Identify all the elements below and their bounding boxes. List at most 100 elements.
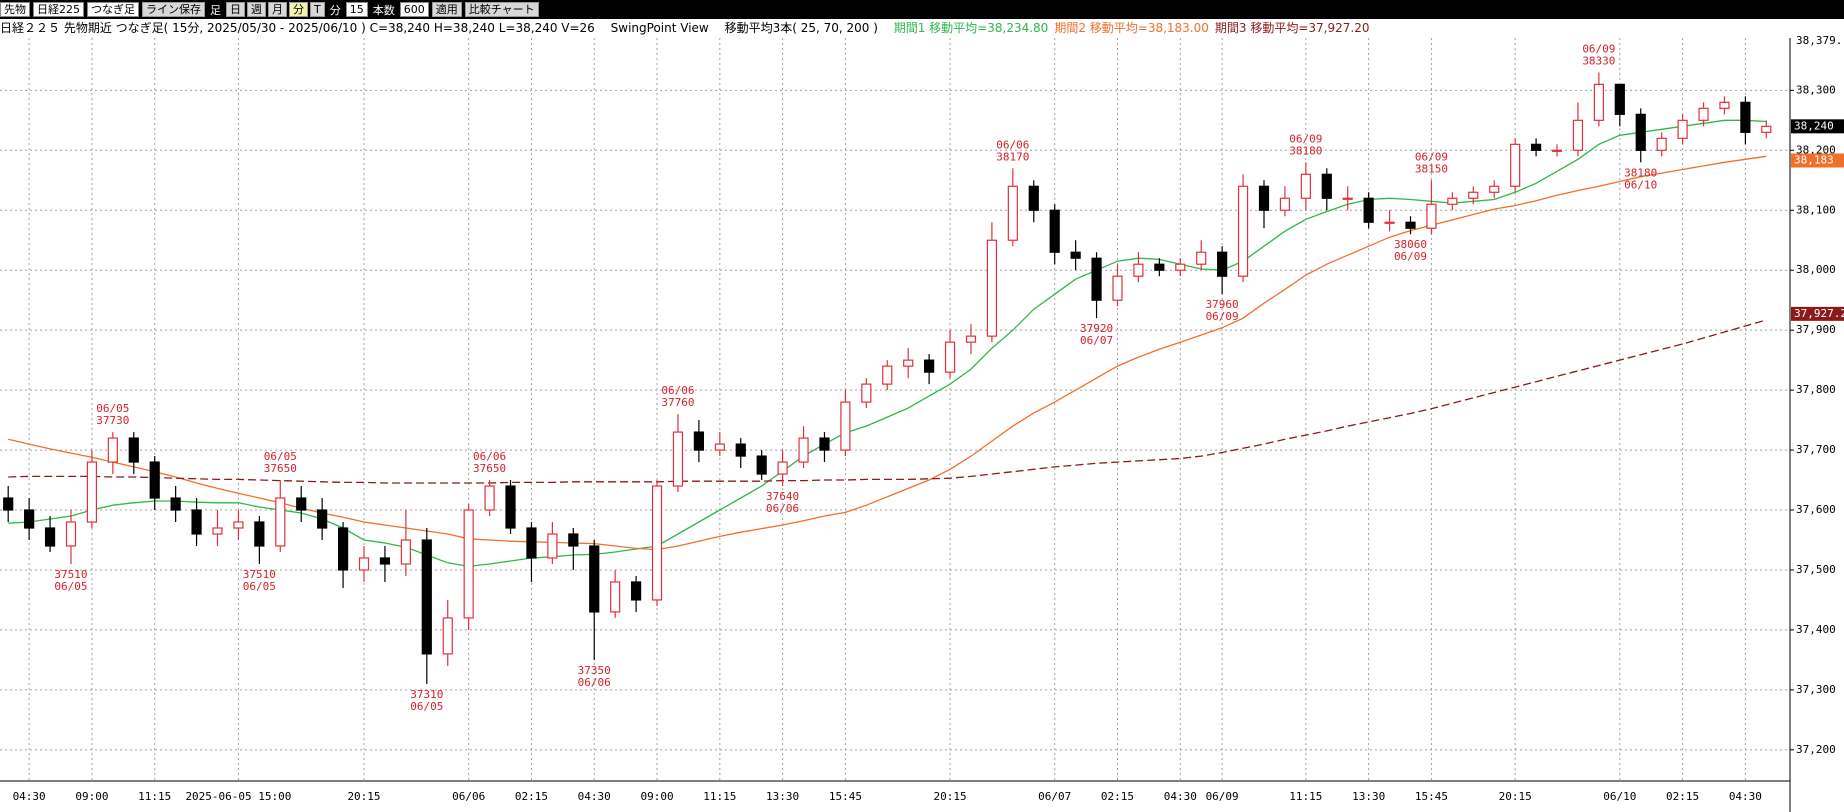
candle-body xyxy=(296,497,307,511)
mode-select[interactable]: つなぎ足 xyxy=(87,2,139,17)
period-button[interactable]: 分 xyxy=(289,2,308,17)
candle-body xyxy=(505,485,516,529)
candle-body xyxy=(693,431,704,451)
candle-body xyxy=(400,539,411,565)
ma-title: 移動平均3本( 25, 70, 200 ) xyxy=(724,21,878,35)
symbol-select[interactable]: 日経225 xyxy=(33,2,84,17)
y-tick-label: 37,200 xyxy=(1796,743,1836,756)
swing-date: 06/09 xyxy=(1289,132,1322,145)
candle-body xyxy=(651,485,663,601)
candle-body xyxy=(1112,275,1123,301)
candle-body xyxy=(861,383,872,403)
candle-body xyxy=(1342,197,1353,200)
x-tick-label: 02:15 xyxy=(1101,790,1134,803)
candle-body xyxy=(630,581,642,601)
swing-date: 06/06 xyxy=(661,384,694,397)
period-button[interactable]: 週 xyxy=(247,2,266,17)
x-tick-label: 06/06 xyxy=(452,790,485,803)
candle-body xyxy=(149,461,160,499)
apply-button[interactable]: 適用 xyxy=(431,2,462,17)
candle-body xyxy=(3,497,14,511)
candle-body xyxy=(924,359,935,373)
swing-date: 06/06 xyxy=(766,502,799,515)
compare-button[interactable]: 比較チャート xyxy=(464,2,539,17)
x-tick-label: 15:45 xyxy=(829,790,862,803)
swing-value: 37650 xyxy=(473,462,506,475)
candle-body xyxy=(1028,185,1039,211)
swing-value: 38330 xyxy=(1582,54,1615,67)
candle-body xyxy=(1091,257,1102,301)
candle-body xyxy=(1258,185,1270,211)
candle-body xyxy=(1300,173,1311,199)
candle-body xyxy=(547,533,558,559)
market-select[interactable]: 先物 xyxy=(0,2,30,17)
y-tick-label: 37,300 xyxy=(1796,683,1836,696)
candle-body xyxy=(337,527,349,571)
x-tick-label: 11:15 xyxy=(138,790,171,803)
swing-date: 06/05 xyxy=(54,580,87,593)
candle-body xyxy=(1049,209,1060,253)
candle-body xyxy=(358,557,370,571)
candle-body xyxy=(1593,83,1604,121)
candle-body xyxy=(1426,203,1437,229)
y-top-label: 38,379. xyxy=(1796,34,1842,47)
x-tick-label: 11:15 xyxy=(1289,790,1322,803)
candle-body xyxy=(903,359,914,367)
y-tick-label: 38,300 xyxy=(1796,83,1836,96)
candle-body xyxy=(233,521,244,529)
candle-body xyxy=(421,539,432,655)
swing-value: 37310 xyxy=(410,688,443,701)
candle-body xyxy=(944,341,956,373)
candle-body xyxy=(170,497,181,511)
candle-body xyxy=(1237,185,1249,277)
candle-body xyxy=(1761,125,1772,133)
candle-body xyxy=(1698,107,1709,121)
info-text: 日経２２５ 先物期近 つなぎ足( 15分, 2025/05/30 - 2025/… xyxy=(0,21,595,35)
legend-entry: 期間3 移動平均=37,927.20 xyxy=(1214,21,1370,35)
candle-body xyxy=(1468,191,1479,199)
candle-body xyxy=(24,509,35,529)
candle-body xyxy=(442,617,453,655)
x-tick-label: 2025-06-05 15:00 xyxy=(185,790,291,803)
candle-body xyxy=(107,437,118,463)
candle-body xyxy=(1175,263,1186,271)
price-tag-label: 37,927.2 xyxy=(1794,307,1844,320)
period-button[interactable]: T xyxy=(310,2,325,17)
swing-value: 37510 xyxy=(243,568,276,581)
legend: 期間1 移動平均=38,234.80 期間2 移動平均=38,183.00 期間3 … xyxy=(894,21,1376,35)
x-tick-label: 06/09 xyxy=(1206,790,1239,803)
x-tick-label: 11:15 xyxy=(703,790,736,803)
candle-body xyxy=(1656,137,1667,151)
x-tick-label: 20:15 xyxy=(347,790,380,803)
swing-date: 06/05 xyxy=(264,450,297,463)
swing-date: 06/10 xyxy=(1624,178,1657,191)
candle-body xyxy=(1405,221,1416,229)
candle-body xyxy=(714,443,725,451)
interval-input[interactable]: 15 xyxy=(345,2,368,17)
swing-date: 06/05 xyxy=(243,580,276,593)
candle-body xyxy=(1007,185,1018,241)
count-input[interactable]: 600 xyxy=(399,2,429,17)
y-tick-label: 37,500 xyxy=(1796,563,1836,576)
x-tick-label: 06/10 xyxy=(1603,790,1636,803)
swing-value: 37920 xyxy=(1080,322,1113,335)
swing-value: 37650 xyxy=(264,462,297,475)
candle-body xyxy=(1070,251,1081,259)
x-tick-label: 09:00 xyxy=(640,790,673,803)
swing-date: 06/06 xyxy=(996,138,1029,151)
candle-body xyxy=(1321,173,1332,199)
save-button[interactable]: ライン保存 xyxy=(142,2,205,17)
candle-body xyxy=(798,437,809,463)
candle-body xyxy=(484,485,495,511)
price-tag xyxy=(1791,153,1844,168)
candle-body xyxy=(735,443,746,457)
period-button[interactable]: 日 xyxy=(226,2,245,17)
swing-value: 37350 xyxy=(578,664,611,677)
candle-body xyxy=(44,527,56,547)
y-tick-label: 37,800 xyxy=(1796,383,1836,396)
period-button[interactable]: 月 xyxy=(268,2,287,17)
candle-body xyxy=(526,527,537,559)
swing-value: 37510 xyxy=(54,568,87,581)
